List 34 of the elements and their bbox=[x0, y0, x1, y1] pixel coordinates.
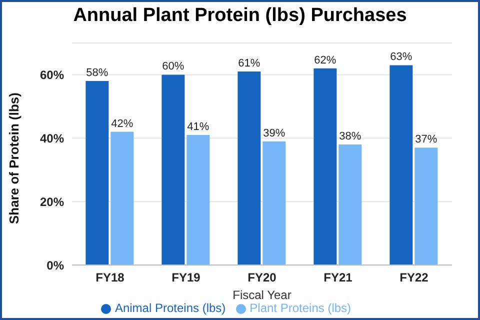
x-tick-label: FY19 bbox=[172, 270, 201, 285]
data-label: 41% bbox=[187, 120, 210, 133]
data-label: 42% bbox=[111, 118, 134, 130]
chart-title: Annual Plant Protein (lbs) Purchases bbox=[72, 5, 408, 28]
x-axis-title: Fiscal Year bbox=[232, 288, 292, 302]
x-tick-label: FY18 bbox=[96, 270, 125, 285]
legend-label: Plant Proteins (lbs) bbox=[250, 301, 352, 315]
bar bbox=[110, 132, 134, 265]
bar bbox=[86, 81, 109, 265]
x-tick-label: FY21 bbox=[324, 270, 353, 285]
y-axis-title: Share of Protein (lbs) bbox=[6, 92, 22, 224]
bar bbox=[186, 134, 210, 265]
bar bbox=[238, 72, 261, 265]
bar bbox=[162, 74, 185, 265]
data-label: 62% bbox=[314, 54, 336, 66]
y-tick-label: 60% bbox=[40, 68, 64, 82]
y-tick-label: 0% bbox=[46, 258, 64, 272]
x-tick-label: FY22 bbox=[400, 270, 429, 285]
data-label: 38% bbox=[339, 130, 362, 142]
x-tick-label: FY20 bbox=[248, 270, 277, 285]
bar bbox=[390, 65, 413, 265]
data-label: 60% bbox=[162, 60, 184, 73]
bar bbox=[414, 148, 438, 265]
y-tick-label: 20% bbox=[40, 194, 64, 209]
data-label: 61% bbox=[238, 58, 260, 70]
data-label: 63% bbox=[390, 51, 412, 64]
bar bbox=[338, 144, 362, 265]
y-tick-label: 40% bbox=[40, 131, 64, 146]
data-label: 37% bbox=[415, 134, 438, 146]
bar bbox=[262, 141, 286, 265]
bar bbox=[314, 68, 337, 265]
data-label: 39% bbox=[263, 127, 286, 140]
data-label: 58% bbox=[86, 67, 108, 80]
legend-label: Animal Proteins (lbs) bbox=[114, 301, 226, 315]
